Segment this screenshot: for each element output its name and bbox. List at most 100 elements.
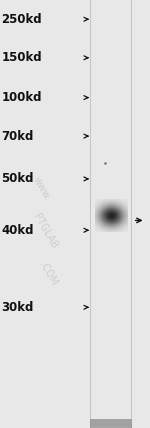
Text: 50kd: 50kd xyxy=(2,172,34,185)
Bar xyxy=(90,422,132,427)
Bar xyxy=(90,424,132,428)
Bar xyxy=(90,423,132,427)
Bar xyxy=(90,420,132,424)
Bar xyxy=(90,421,132,425)
Bar xyxy=(90,423,132,428)
Bar xyxy=(90,0,91,428)
Bar xyxy=(90,421,132,425)
Bar xyxy=(90,423,132,428)
Bar xyxy=(90,421,132,425)
Bar xyxy=(90,419,132,424)
Bar xyxy=(90,422,132,426)
Bar xyxy=(90,424,132,428)
Bar xyxy=(90,421,132,425)
Bar xyxy=(90,422,132,427)
Bar xyxy=(90,423,132,427)
Bar xyxy=(90,423,132,427)
Bar xyxy=(90,419,132,424)
Bar xyxy=(90,422,132,426)
Bar xyxy=(90,422,132,426)
Bar xyxy=(90,423,132,427)
Bar xyxy=(90,420,132,425)
Bar xyxy=(90,423,132,428)
Bar xyxy=(90,422,132,426)
Bar xyxy=(90,420,132,424)
Bar xyxy=(90,421,132,425)
Bar xyxy=(90,421,132,425)
Bar xyxy=(90,421,132,425)
Bar xyxy=(90,420,132,424)
Bar xyxy=(90,420,132,425)
Text: 250kd: 250kd xyxy=(2,13,42,26)
Text: 40kd: 40kd xyxy=(2,224,34,237)
Bar xyxy=(90,423,132,428)
Bar xyxy=(90,421,132,425)
Bar xyxy=(90,421,132,425)
Bar xyxy=(90,423,132,428)
Bar xyxy=(90,422,132,426)
Bar xyxy=(90,421,132,425)
Bar xyxy=(90,423,132,428)
Bar xyxy=(90,421,132,425)
Bar xyxy=(90,422,132,426)
Bar xyxy=(90,421,132,425)
Bar xyxy=(131,0,132,428)
Bar xyxy=(90,420,132,425)
Bar xyxy=(90,420,132,425)
Text: .COM: .COM xyxy=(37,260,59,288)
Bar xyxy=(90,424,132,428)
Bar xyxy=(90,422,132,426)
Bar xyxy=(90,420,132,425)
Bar xyxy=(90,419,132,424)
Bar xyxy=(90,420,132,425)
Bar xyxy=(90,420,132,425)
Bar xyxy=(90,421,132,425)
Bar xyxy=(90,421,132,425)
Bar xyxy=(90,423,132,427)
Bar xyxy=(90,423,132,428)
Bar xyxy=(90,422,132,427)
Bar xyxy=(90,424,132,428)
Bar xyxy=(90,421,132,425)
Bar xyxy=(90,422,132,427)
Bar xyxy=(90,422,132,426)
Bar xyxy=(90,423,132,427)
Bar xyxy=(90,421,132,425)
Bar xyxy=(90,422,132,426)
Bar xyxy=(90,423,132,427)
Bar xyxy=(90,422,132,426)
Text: 100kd: 100kd xyxy=(2,91,42,104)
Bar xyxy=(90,419,132,424)
Bar xyxy=(90,420,132,424)
Bar xyxy=(90,422,132,426)
Bar xyxy=(90,423,132,427)
Bar xyxy=(90,422,132,427)
Bar xyxy=(90,423,132,428)
Bar xyxy=(90,420,132,424)
Bar xyxy=(90,419,132,424)
Bar xyxy=(90,422,132,426)
Text: www.: www. xyxy=(31,175,53,202)
Bar xyxy=(90,420,132,424)
Bar xyxy=(90,422,132,426)
Bar xyxy=(90,422,132,427)
Bar xyxy=(90,422,132,427)
Bar xyxy=(90,422,132,427)
Bar xyxy=(90,422,132,426)
Text: 150kd: 150kd xyxy=(2,51,42,64)
Bar xyxy=(90,421,132,425)
Bar xyxy=(90,420,132,425)
Bar xyxy=(90,422,132,426)
Bar xyxy=(90,420,132,425)
Bar xyxy=(90,422,132,426)
Bar xyxy=(90,422,132,426)
Bar xyxy=(90,423,132,427)
Bar xyxy=(90,422,132,427)
Bar xyxy=(90,420,132,425)
Bar xyxy=(90,424,132,428)
Bar xyxy=(90,424,132,428)
Bar xyxy=(90,421,132,425)
Bar xyxy=(90,423,132,427)
Bar xyxy=(90,422,132,426)
Bar xyxy=(90,422,132,426)
